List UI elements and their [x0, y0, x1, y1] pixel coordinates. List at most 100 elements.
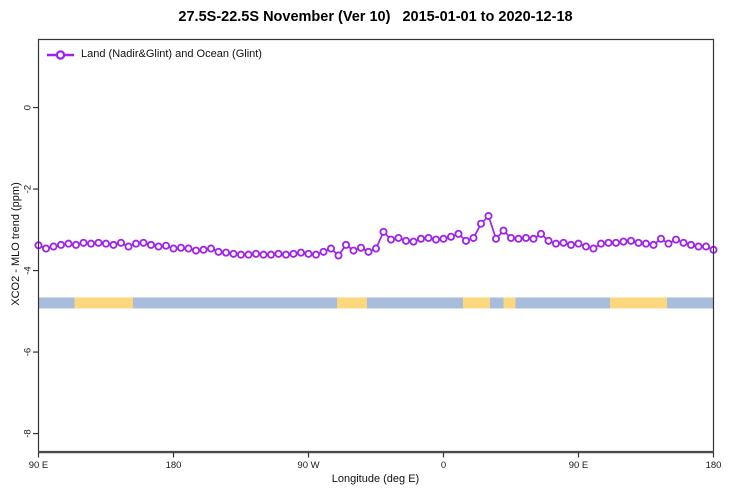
data-point: [349, 246, 358, 255]
data-point: [642, 239, 651, 248]
data-point: [484, 211, 493, 220]
data-point: [431, 235, 440, 244]
land-band-segment: [503, 297, 516, 309]
data-point: [169, 244, 178, 253]
data-point: [544, 236, 553, 245]
data-point: [266, 250, 275, 259]
data-point: [304, 249, 313, 258]
data-point: [229, 249, 238, 258]
data-point: [244, 250, 253, 259]
data-point: [454, 229, 463, 238]
ocean-band-segment: [367, 297, 463, 309]
ocean-band-segment: [133, 297, 337, 309]
y-tick-label: -8: [23, 429, 34, 437]
data-point: [206, 244, 215, 253]
land-band-segment: [74, 297, 133, 309]
data-point: [49, 242, 58, 251]
data-point: [341, 240, 350, 249]
data-point: [694, 242, 703, 251]
x-tick-label: 180: [706, 460, 722, 471]
data-point: [146, 240, 155, 249]
data-point: [109, 240, 118, 249]
data-point: [491, 234, 500, 243]
data-point: [199, 245, 208, 254]
data-point: [311, 250, 320, 259]
data-point: [42, 244, 51, 253]
legend-label: Land (Nadir&Glint) and Ocean (Glint): [81, 48, 262, 60]
land-band-segment: [337, 297, 367, 309]
data-point: [559, 238, 568, 247]
y-tick-label: -6: [23, 348, 34, 356]
x-axis-title: Longitude (deg E): [331, 473, 420, 485]
data-point: [514, 234, 523, 243]
land-band-segment: [463, 297, 490, 309]
data-point: [154, 242, 163, 251]
x-tick-label: 0: [441, 460, 446, 471]
ocean-band-segment: [515, 297, 610, 309]
data-point: [604, 238, 613, 247]
data-point: [326, 244, 335, 253]
y-tick-label: -4: [23, 266, 34, 274]
data-point: [679, 238, 688, 247]
data-point: [469, 233, 478, 242]
data-point: [529, 234, 538, 243]
data-point: [634, 238, 643, 247]
data-point: [281, 250, 290, 259]
data-point: [439, 234, 448, 243]
data-point: [446, 232, 455, 241]
data-point: [499, 226, 508, 235]
data-point: [537, 229, 546, 238]
data-point: [379, 227, 388, 236]
data-point: [102, 239, 111, 248]
x-tick-label: 180: [166, 460, 182, 471]
data-point: [319, 247, 328, 256]
data-point: [176, 243, 185, 252]
land-band-segment: [610, 297, 667, 309]
data-point: [364, 247, 373, 256]
data-point: [401, 236, 410, 245]
data-point: [131, 239, 140, 248]
data-point: [221, 248, 230, 257]
x-tick-label: 90 E: [29, 460, 49, 471]
data-point: [72, 240, 81, 249]
data-point: [259, 250, 268, 259]
data-point: [117, 238, 126, 247]
data-point: [87, 239, 96, 248]
data-point: [236, 250, 245, 259]
data-point: [296, 248, 305, 257]
ocean-band-segment: [38, 297, 75, 309]
data-point: [612, 238, 621, 247]
data-point: [79, 238, 88, 247]
data-point: [567, 240, 576, 249]
data-point: [522, 233, 531, 242]
y-axis-title: XCO2 - MLO trend (ppm): [10, 182, 22, 306]
data-point: [424, 233, 433, 242]
ocean-band-segment: [667, 297, 714, 309]
data-point: [124, 242, 133, 251]
data-point: [191, 246, 200, 255]
data-point: [649, 240, 658, 249]
data-point: [416, 234, 425, 243]
data-point: [582, 242, 591, 251]
data-point: [619, 237, 628, 246]
data-point: [552, 239, 561, 248]
data-point: [476, 219, 485, 228]
data-point: [139, 238, 148, 247]
data-point: [394, 233, 403, 242]
x-tick-label: 90 W: [297, 460, 319, 471]
ocean-band-segment: [490, 297, 504, 309]
data-point: [94, 238, 103, 247]
chart-title: 27.5S-22.5S November (Ver 10) 2015-01-01…: [178, 9, 573, 25]
data-point: [289, 249, 298, 258]
data-point: [274, 249, 283, 258]
data-point: [356, 243, 365, 252]
data-point: [334, 251, 343, 260]
data-point: [214, 247, 223, 256]
data-point: [64, 239, 73, 248]
data-point: [687, 240, 696, 249]
data-point: [161, 241, 170, 250]
data-point: [627, 236, 636, 245]
data-point: [574, 239, 583, 248]
